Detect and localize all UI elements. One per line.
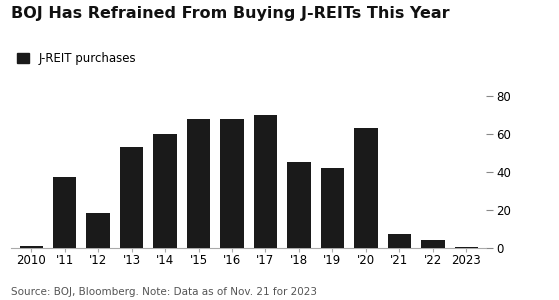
Text: BOJ Has Refrained From Buying J-REITs This Year: BOJ Has Refrained From Buying J-REITs Th… (11, 6, 450, 21)
Bar (387, 234, 411, 248)
Bar (421, 240, 444, 247)
Bar (321, 168, 344, 248)
Bar (87, 213, 110, 247)
Bar (354, 128, 377, 248)
Bar (53, 177, 77, 247)
Bar (20, 246, 43, 248)
Text: Source: BOJ, Bloomberg. Note: Data as of Nov. 21 for 2023: Source: BOJ, Bloomberg. Note: Data as of… (11, 287, 317, 297)
Bar (220, 119, 244, 248)
Bar (287, 162, 311, 248)
Bar (153, 134, 177, 248)
Legend: J-REIT purchases: J-REIT purchases (17, 52, 136, 65)
Bar (187, 119, 210, 248)
Bar (254, 115, 277, 248)
Bar (120, 147, 143, 248)
Bar (454, 247, 478, 248)
